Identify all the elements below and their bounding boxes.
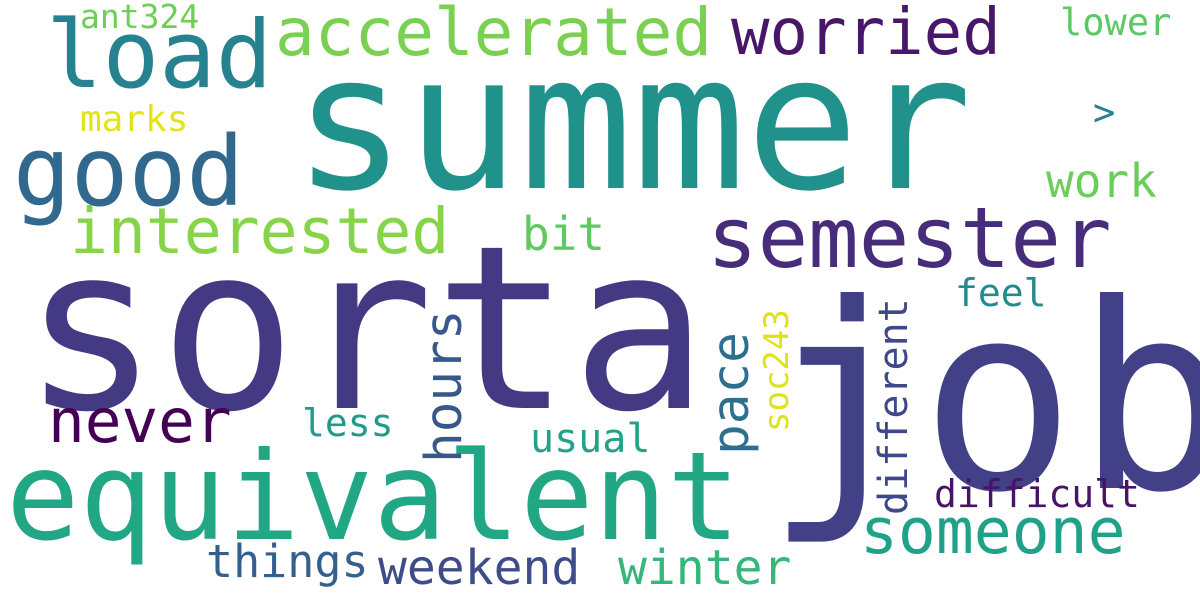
word-greater-than: > [1093, 91, 1116, 134]
word-usual: usual [530, 416, 651, 462]
word-accelerated: accelerated [275, 0, 713, 71]
word-difficult: difficult [934, 472, 1140, 516]
word-marks: marks [80, 99, 189, 140]
word-less: less [302, 401, 394, 445]
word-bit: bit [522, 207, 606, 261]
word-equivalent: equivalent [6, 426, 741, 568]
word-summer: summer [293, 14, 973, 233]
word-load: load [46, 1, 273, 110]
word-hours: hours [415, 309, 474, 463]
word-interested: interested [70, 195, 450, 268]
word-ant324: ant324 [80, 0, 200, 36]
word-winter: winter [618, 540, 792, 596]
word-sorta: sorta [22, 196, 709, 462]
word-never: never [48, 386, 232, 457]
word-things: things [206, 535, 369, 588]
word-someone: someone [860, 495, 1126, 568]
word-different: different [871, 298, 917, 515]
word-worried: worried [731, 0, 1001, 70]
word-semester: semester [707, 189, 1112, 287]
word-work: work [1046, 154, 1157, 208]
word-good: good [13, 116, 245, 228]
word-weekend: weekend [378, 540, 581, 596]
word-feel: feel [955, 271, 1047, 315]
word-job: job [765, 249, 1200, 549]
word-lower: lower [1060, 1, 1172, 44]
word-pace: pace [702, 332, 761, 455]
word-soc243: soc243 [757, 309, 797, 432]
